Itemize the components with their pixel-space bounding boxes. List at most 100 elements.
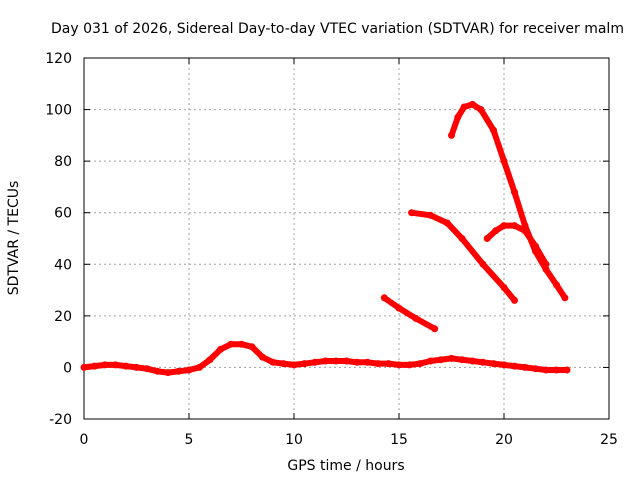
data-point <box>477 106 485 114</box>
data-point <box>427 211 434 219</box>
data-point <box>91 362 98 370</box>
x-tick-label: 0 <box>80 432 89 448</box>
data-point <box>563 366 571 374</box>
data-point <box>364 358 371 366</box>
data-point <box>311 358 319 366</box>
data-point <box>374 360 382 368</box>
y-tick-label: 20 <box>54 309 72 325</box>
data-point <box>80 363 88 371</box>
data-point <box>500 361 508 369</box>
data-point <box>492 227 500 235</box>
grid-lines <box>84 58 609 419</box>
data-point <box>101 361 109 369</box>
data-point <box>259 353 266 361</box>
data-point <box>154 367 161 375</box>
data-point <box>490 126 497 134</box>
data-point <box>542 265 550 273</box>
data-point <box>332 357 340 365</box>
data-point <box>553 281 560 289</box>
data-point <box>521 227 529 235</box>
data-point <box>412 314 420 322</box>
x-tick-label: 10 <box>285 432 303 448</box>
data-point <box>542 260 550 268</box>
data-point <box>469 357 476 365</box>
data-point <box>490 360 497 368</box>
y-tick-label: 80 <box>54 154 72 170</box>
data-point <box>542 366 550 374</box>
y-tick-label: 40 <box>54 257 72 273</box>
data-point <box>500 157 508 165</box>
data-point <box>511 362 518 370</box>
data-point <box>454 113 462 121</box>
data-point <box>227 340 235 348</box>
data-point <box>500 222 508 230</box>
data-point <box>532 365 539 373</box>
data-point <box>448 131 455 139</box>
data-point <box>431 325 439 333</box>
data-point <box>511 222 518 230</box>
data-point <box>437 356 445 364</box>
x-tick-label: 25 <box>600 432 618 448</box>
data-point <box>380 294 388 302</box>
data-point <box>521 363 529 371</box>
y-tick-label: 120 <box>45 51 72 67</box>
x-axis-label: GPS time / hours <box>287 458 404 474</box>
data-point <box>385 360 392 368</box>
data-point <box>532 242 539 250</box>
y-tick-label: 0 <box>63 360 72 376</box>
data-point <box>395 304 403 312</box>
y-tick-label: 60 <box>54 206 72 222</box>
data-point <box>353 358 361 366</box>
data-point <box>322 357 329 365</box>
data-point <box>561 294 569 302</box>
series-line-arc-1 <box>382 295 437 332</box>
data-point <box>343 357 350 365</box>
data-point <box>269 358 277 366</box>
y-axis-label: SDTVAR / TECUs <box>6 181 22 296</box>
x-tick-label: 20 <box>495 432 513 448</box>
data-point <box>500 284 508 291</box>
data-point <box>483 235 491 242</box>
data-point <box>185 366 193 374</box>
data-point <box>458 235 466 242</box>
y-tick-label: -20 <box>49 412 72 428</box>
data-point <box>217 345 224 353</box>
data-point <box>196 363 203 371</box>
data-point <box>175 367 182 375</box>
data-point <box>248 343 256 351</box>
data-point <box>238 340 245 348</box>
axis-ticks: 0 5 10 15 20 25 -20 0 20 40 60 80 100 120 <box>45 51 618 448</box>
data-point <box>206 356 214 364</box>
data-point <box>408 209 416 217</box>
data-point <box>479 358 487 366</box>
data-series <box>80 100 571 377</box>
data-point <box>143 365 151 373</box>
data-point <box>479 260 487 268</box>
data-point <box>427 357 434 365</box>
data-point <box>122 362 130 370</box>
data-point <box>458 356 466 364</box>
plot-frame <box>83 57 610 420</box>
data-point <box>448 354 455 362</box>
chart-title: Day 031 of 2026, Sidereal Day-to-day VTE… <box>51 21 624 37</box>
data-point <box>395 361 403 369</box>
data-point <box>511 188 518 196</box>
data-point <box>280 360 287 368</box>
x-tick-label: 5 <box>185 432 194 448</box>
data-point <box>133 363 140 371</box>
y-tick-label: 100 <box>45 103 72 119</box>
data-point <box>112 361 119 369</box>
data-point <box>301 360 308 368</box>
data-point <box>553 366 560 374</box>
x-tick-label: 15 <box>390 432 408 448</box>
data-point <box>469 100 476 108</box>
data-point <box>416 360 424 368</box>
data-point <box>443 219 451 227</box>
data-point <box>290 361 298 369</box>
data-point <box>460 103 468 111</box>
data-point <box>164 369 172 377</box>
data-point <box>406 361 413 369</box>
data-point <box>511 296 518 304</box>
